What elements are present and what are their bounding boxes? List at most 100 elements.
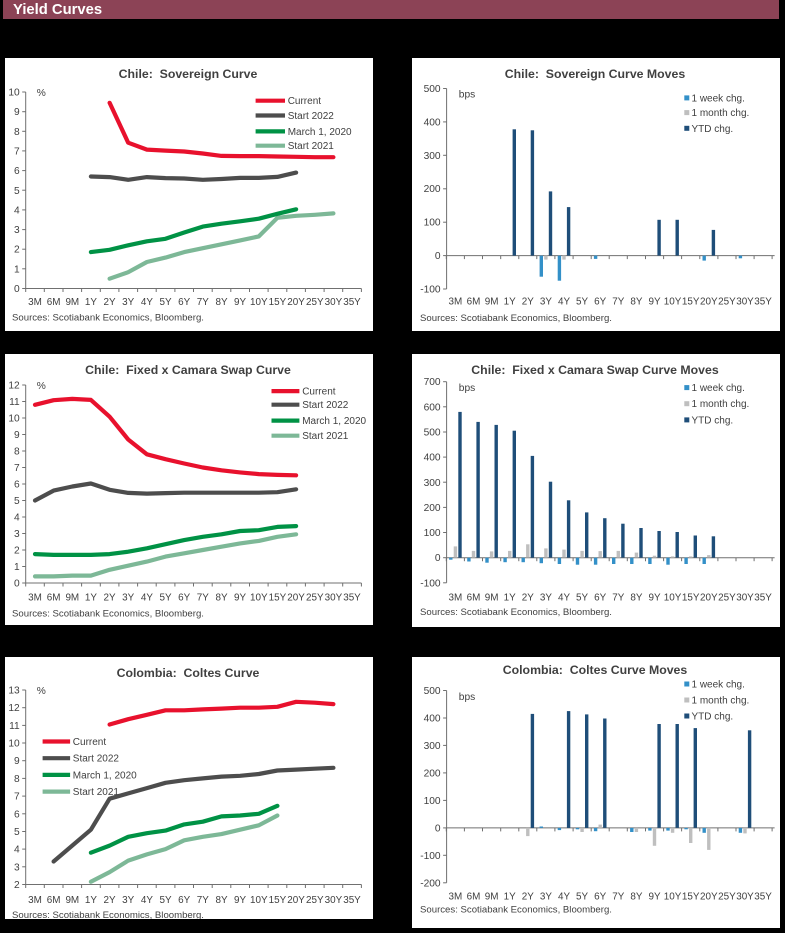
svg-text:6M: 6M: [47, 593, 61, 604]
svg-text:9: 9: [14, 107, 20, 118]
svg-text:20Y: 20Y: [700, 892, 718, 903]
svg-text:20Y: 20Y: [287, 895, 305, 906]
svg-text:4: 4: [14, 205, 20, 216]
svg-text:6M: 6M: [47, 297, 61, 308]
svg-text:1Y: 1Y: [85, 895, 97, 906]
svg-text:Start 2021: Start 2021: [302, 431, 349, 442]
svg-text:7Y: 7Y: [612, 892, 624, 903]
svg-text:-100: -100: [420, 851, 441, 862]
svg-text:4Y: 4Y: [558, 593, 570, 604]
svg-text:Current: Current: [288, 96, 322, 107]
svg-text:Start 2021: Start 2021: [73, 787, 120, 798]
svg-text:1Y: 1Y: [85, 297, 97, 308]
svg-text:200: 200: [424, 184, 441, 195]
svg-text:0: 0: [14, 579, 20, 590]
svg-text:2: 2: [14, 546, 20, 557]
svg-text:1: 1: [14, 264, 20, 275]
svg-text:5Y: 5Y: [159, 297, 171, 308]
svg-text:6M: 6M: [467, 593, 481, 604]
svg-text:9Y: 9Y: [234, 593, 246, 604]
svg-text:400: 400: [424, 453, 441, 464]
svg-text:100: 100: [424, 796, 441, 807]
svg-text:3Y: 3Y: [122, 895, 134, 906]
svg-text:7: 7: [14, 463, 20, 474]
svg-text:6M: 6M: [467, 892, 481, 903]
svg-text:8Y: 8Y: [630, 297, 642, 308]
svg-text:1Y: 1Y: [504, 297, 516, 308]
svg-text:Chile: Sovereign Curve Moves: Chile: Sovereign Curve Moves: [505, 67, 686, 81]
svg-text:3Y: 3Y: [540, 593, 552, 604]
svg-text:-100: -100: [420, 285, 441, 296]
svg-text:3: 3: [14, 862, 20, 873]
svg-text:12: 12: [8, 381, 20, 392]
svg-text:March 1, 2020: March 1, 2020: [288, 127, 352, 138]
svg-text:400: 400: [424, 117, 441, 128]
svg-text:4Y: 4Y: [141, 297, 153, 308]
svg-text:1 month chg.: 1 month chg.: [692, 108, 750, 119]
svg-text:7: 7: [14, 792, 20, 803]
svg-text:1 week chg.: 1 week chg.: [692, 680, 745, 691]
svg-text:7Y: 7Y: [612, 593, 624, 604]
svg-text:3M: 3M: [449, 892, 463, 903]
svg-text:100: 100: [424, 528, 441, 539]
svg-text:10: 10: [8, 88, 20, 99]
svg-text:Current: Current: [73, 737, 107, 748]
svg-text:15Y: 15Y: [682, 297, 700, 308]
svg-text:300: 300: [424, 741, 441, 752]
svg-text:100: 100: [424, 218, 441, 229]
svg-text:200: 200: [424, 503, 441, 514]
svg-text:3: 3: [14, 529, 20, 540]
svg-text:500: 500: [424, 428, 441, 439]
svg-text:7: 7: [14, 146, 20, 157]
svg-text:15Y: 15Y: [269, 297, 287, 308]
svg-text:6M: 6M: [47, 895, 61, 906]
svg-text:20Y: 20Y: [700, 297, 718, 308]
svg-text:500: 500: [424, 84, 441, 95]
svg-text:1Y: 1Y: [504, 593, 516, 604]
svg-text:35Y: 35Y: [754, 593, 772, 604]
svg-text:1 month chg.: 1 month chg.: [692, 696, 750, 707]
svg-text:March 1, 2020: March 1, 2020: [73, 770, 137, 781]
svg-text:20Y: 20Y: [700, 593, 718, 604]
svg-text:Sources: Scotiabank Economics,: Sources: Scotiabank Economics, Bloomberg…: [12, 910, 204, 919]
svg-text:35Y: 35Y: [343, 895, 361, 906]
svg-text:4Y: 4Y: [558, 892, 570, 903]
svg-text:5: 5: [14, 186, 20, 197]
svg-text:35Y: 35Y: [343, 593, 361, 604]
svg-text:11: 11: [9, 397, 20, 408]
svg-text:15Y: 15Y: [269, 593, 287, 604]
svg-text:35Y: 35Y: [754, 297, 772, 308]
svg-text:2Y: 2Y: [522, 297, 534, 308]
svg-text:25Y: 25Y: [306, 593, 324, 604]
svg-text:0: 0: [435, 553, 441, 564]
svg-text:8: 8: [14, 127, 20, 138]
svg-text:6: 6: [14, 480, 20, 491]
svg-text:7Y: 7Y: [197, 593, 209, 604]
svg-text:3M: 3M: [28, 895, 42, 906]
svg-text:Current: Current: [302, 387, 336, 398]
svg-text:bps: bps: [459, 383, 475, 394]
svg-text:1Y: 1Y: [504, 892, 516, 903]
svg-text:10Y: 10Y: [250, 297, 268, 308]
svg-text:5Y: 5Y: [576, 297, 588, 308]
svg-text:10Y: 10Y: [250, 593, 268, 604]
svg-text:6Y: 6Y: [178, 593, 190, 604]
svg-text:Chile: Fixed x Camara Swap Cu: Chile: Fixed x Camara Swap Curve: [85, 363, 291, 377]
svg-text:%: %: [37, 686, 46, 697]
svg-text:11: 11: [9, 721, 20, 732]
svg-text:4: 4: [14, 845, 20, 856]
svg-text:Sources: Scotiabank Economics,: Sources: Scotiabank Economics, Bloomberg…: [420, 313, 612, 324]
svg-text:0: 0: [435, 823, 441, 834]
svg-text:10: 10: [8, 414, 20, 425]
svg-text:35Y: 35Y: [754, 892, 772, 903]
svg-text:5: 5: [14, 496, 20, 507]
svg-text:Chile: Fixed x Camara Swap Cu: Chile: Fixed x Camara Swap Curve Moves: [471, 363, 719, 377]
svg-text:YTD chg.: YTD chg.: [692, 415, 734, 426]
svg-text:Start 2022: Start 2022: [302, 400, 349, 411]
svg-text:20Y: 20Y: [287, 297, 305, 308]
svg-text:8Y: 8Y: [630, 593, 642, 604]
svg-text:9M: 9M: [485, 297, 499, 308]
svg-text:0: 0: [435, 251, 441, 262]
svg-text:2Y: 2Y: [104, 297, 116, 308]
svg-text:1 week chg.: 1 week chg.: [692, 93, 745, 104]
